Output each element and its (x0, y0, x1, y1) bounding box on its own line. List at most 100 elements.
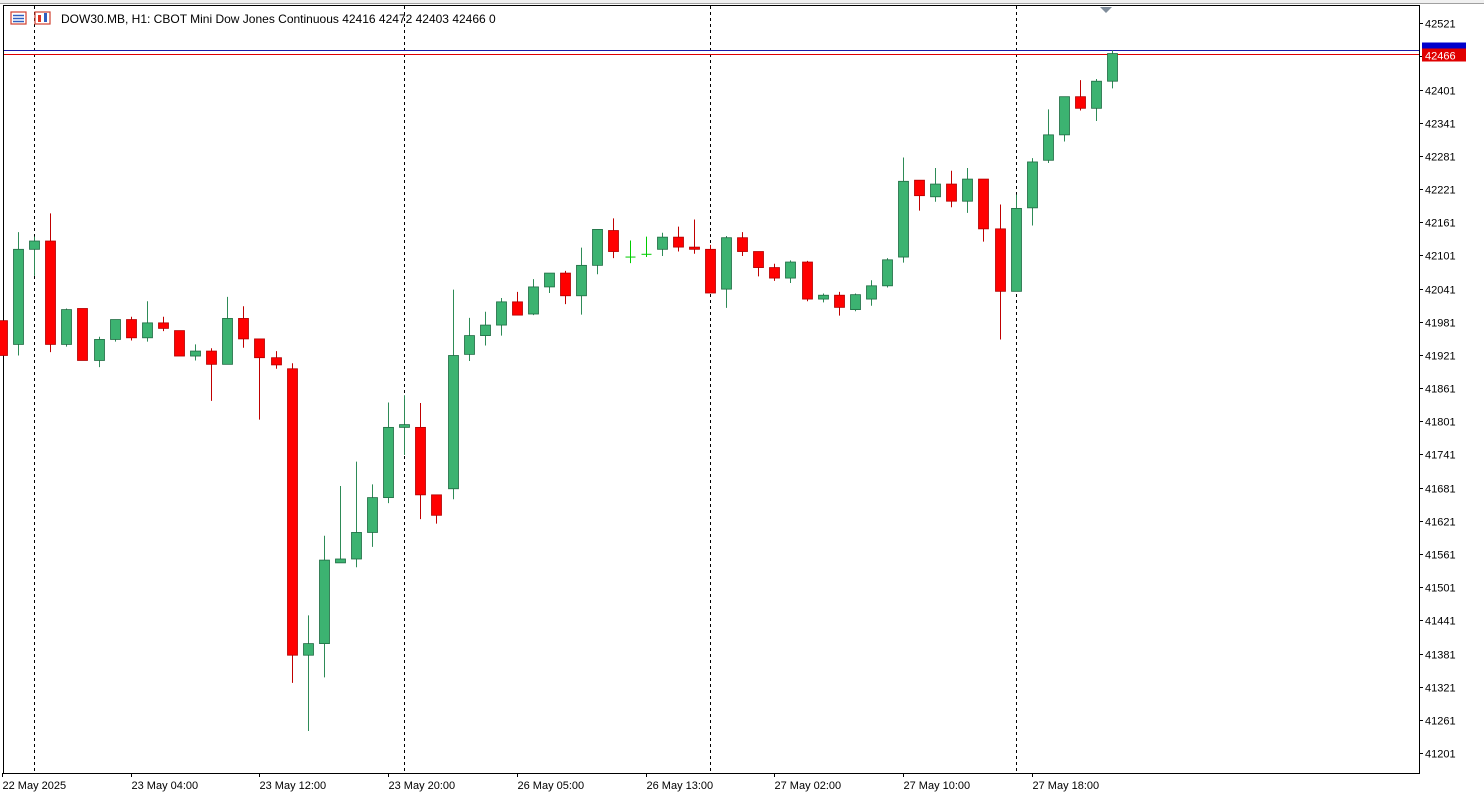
price-tick-label: 42401 (1425, 86, 1456, 98)
candle (1107, 50, 1118, 89)
price-tick-label: 41501 (1425, 583, 1456, 595)
candle-body (753, 251, 764, 268)
candle-body (673, 236, 684, 248)
candle (818, 293, 829, 303)
candle-body (737, 237, 748, 252)
candle-body (271, 357, 282, 366)
price-tick-label: 42041 (1425, 285, 1456, 297)
candle (995, 204, 1006, 340)
candle-body (29, 240, 40, 250)
candle-body (978, 178, 989, 230)
candles (0, 50, 1118, 731)
candle (1075, 80, 1086, 111)
candle (29, 236, 40, 276)
candle (802, 260, 813, 302)
candle-body (464, 335, 475, 355)
candle (1011, 194, 1022, 292)
candle (673, 226, 684, 252)
candle (496, 297, 507, 336)
price-tick-label: 42521 (1425, 19, 1456, 31)
plot-frame (3, 5, 1420, 774)
time-tick-label: 27 May 10:00 (904, 780, 971, 792)
candle (834, 291, 845, 316)
candle (335, 485, 346, 564)
candle (882, 258, 893, 288)
candle (415, 403, 426, 520)
candle-body (383, 426, 394, 499)
chart-shift-marker-icon[interactable] (1100, 7, 1112, 13)
candle-body (721, 237, 732, 290)
candle (769, 263, 780, 281)
candle-body (512, 301, 523, 316)
price-tick-label: 41321 (1425, 683, 1456, 695)
time-tick-label: 26 May 05:00 (518, 780, 585, 792)
candle (930, 168, 941, 202)
price-tick-label: 41561 (1425, 550, 1456, 562)
candle (351, 461, 362, 568)
candle (431, 494, 442, 524)
candle (898, 157, 909, 263)
candle-body (238, 318, 249, 340)
candle-body (576, 264, 587, 297)
candle-body (528, 286, 539, 315)
candle-body (190, 350, 201, 357)
candle-body (544, 272, 555, 288)
list-window-icon[interactable] (10, 11, 27, 25)
candle-body (254, 338, 265, 359)
candle (367, 484, 378, 547)
candle (77, 308, 88, 361)
candle (946, 170, 957, 208)
candle-body (592, 229, 603, 266)
time-tick-label: 26 May 13:00 (647, 780, 714, 792)
candle-body (689, 246, 700, 250)
candle (785, 260, 796, 284)
candle (721, 236, 732, 308)
candle (110, 319, 121, 342)
candle (1059, 96, 1070, 142)
candle (174, 330, 185, 357)
candle-body (1075, 96, 1086, 109)
price-tick-label: 41381 (1425, 650, 1456, 662)
candle-body (608, 230, 619, 252)
price-tick-label: 41621 (1425, 517, 1456, 529)
candle-body (930, 183, 941, 198)
candle-body (142, 322, 153, 339)
candle (592, 229, 603, 275)
time-tick-label: 27 May 02:00 (775, 780, 842, 792)
candle-body (882, 259, 893, 287)
candle-body (431, 494, 442, 516)
price-tick-label: 41861 (1425, 384, 1456, 396)
candle (206, 348, 217, 401)
bid-ask-lines (4, 50, 1419, 55)
candle (254, 338, 265, 420)
price-tick-label: 41981 (1425, 318, 1456, 330)
price-tick-label: 41801 (1425, 417, 1456, 429)
price-tick-label: 41201 (1425, 749, 1456, 761)
time-axis: 22 May 2025 23 May 04:00 23 May 12:00 23 Ma… (2, 773, 1099, 792)
price-tick-label: 42101 (1425, 251, 1456, 263)
price-tick-label: 41681 (1425, 484, 1456, 496)
bid-price-label-text: 42466 (1425, 51, 1456, 63)
candle-body (222, 318, 233, 365)
time-tick-label: 22 May 2025 (3, 780, 67, 792)
candle (753, 251, 764, 277)
candle-body (351, 532, 362, 560)
price-tick-label: 41441 (1425, 616, 1456, 628)
candle (737, 232, 748, 256)
candle (576, 247, 587, 315)
candle (866, 280, 877, 306)
candle-body (399, 424, 410, 428)
candle-body (496, 301, 507, 326)
candle (303, 615, 314, 731)
candle-body (415, 426, 426, 496)
candle-body (174, 330, 185, 357)
chart-window-icon[interactable] (34, 11, 51, 25)
candle (480, 311, 491, 346)
candle-body (126, 319, 137, 339)
candle (222, 296, 233, 365)
candle-body (448, 355, 459, 490)
candle-body (13, 248, 24, 345)
candle-body (946, 183, 957, 202)
candle-body (158, 322, 169, 329)
